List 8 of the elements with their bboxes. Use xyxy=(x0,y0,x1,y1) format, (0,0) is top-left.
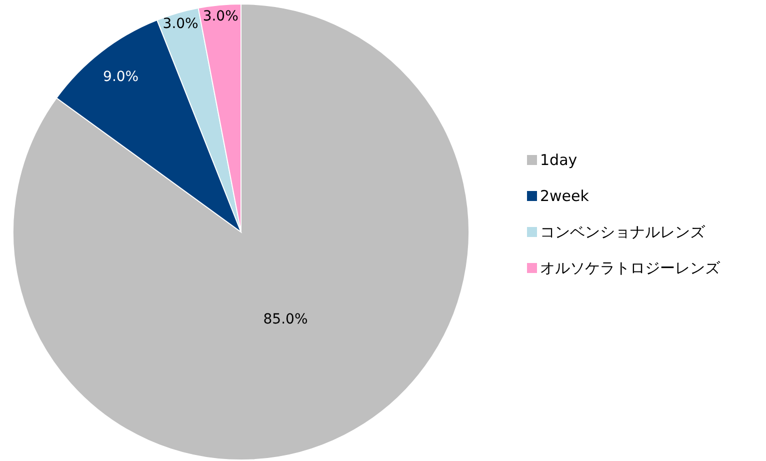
data-label: 3.0% xyxy=(202,8,238,24)
legend-label: オルソケラトロジーレンズ xyxy=(540,259,721,277)
data-label: 3.0% xyxy=(162,16,198,32)
legend-label: 2week xyxy=(540,187,590,205)
data-label: 9.0% xyxy=(103,69,139,86)
data-label: 85.0% xyxy=(263,311,308,328)
legend-label: 1day xyxy=(540,151,578,169)
legend-label: コンベンショナルレンズ xyxy=(540,223,706,241)
